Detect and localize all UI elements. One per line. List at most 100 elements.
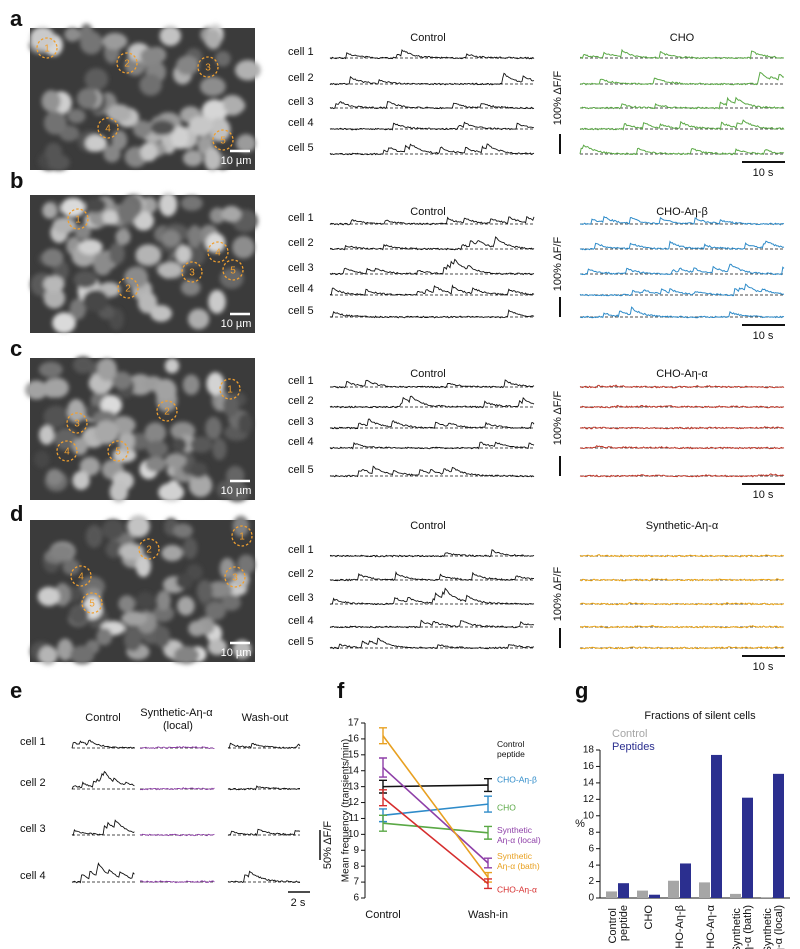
trace bbox=[329, 418, 535, 430]
cell-body bbox=[208, 289, 226, 314]
trace bbox=[329, 236, 535, 251]
roi-label: 2 bbox=[146, 545, 152, 556]
error-bar bbox=[379, 727, 387, 745]
condition-title: CHO-Aη-β bbox=[656, 206, 708, 218]
trace bbox=[227, 785, 300, 791]
cell-body bbox=[115, 228, 131, 245]
trace bbox=[329, 379, 535, 389]
cell-body bbox=[38, 645, 58, 666]
roi bbox=[116, 52, 138, 74]
cell-body bbox=[177, 596, 195, 616]
cell-body bbox=[121, 611, 148, 626]
trace bbox=[579, 384, 785, 389]
cell-body bbox=[189, 462, 208, 478]
condition-title: CHO bbox=[670, 32, 695, 44]
roi bbox=[224, 566, 246, 588]
cell-label: cell 1 bbox=[20, 736, 46, 748]
time-label: 10 s bbox=[753, 489, 774, 501]
roi bbox=[219, 378, 241, 400]
cell-body bbox=[79, 456, 101, 476]
roi-label: 5 bbox=[220, 136, 226, 147]
cell-label: cell 2 bbox=[288, 568, 314, 580]
trace bbox=[579, 602, 785, 606]
trace bbox=[227, 742, 301, 749]
roi-label: 1 bbox=[239, 532, 245, 543]
cell-body bbox=[43, 405, 69, 428]
cell-body bbox=[119, 543, 145, 560]
error-bar bbox=[484, 857, 492, 869]
y-tick-label: 9 bbox=[353, 845, 359, 856]
cell-label: cell 4 bbox=[20, 870, 46, 882]
cell-body bbox=[52, 217, 77, 234]
cell-body bbox=[176, 55, 199, 76]
scale-label: 10 µm bbox=[221, 485, 252, 497]
micrograph bbox=[30, 515, 256, 666]
cell-body bbox=[79, 31, 103, 55]
cell-body bbox=[111, 371, 132, 390]
cell-body bbox=[49, 544, 75, 560]
cell-body bbox=[145, 456, 166, 472]
cell-body bbox=[155, 378, 177, 402]
cell-body bbox=[67, 108, 86, 124]
cell-body bbox=[157, 262, 183, 278]
cell-label: cell 4 bbox=[288, 117, 314, 129]
roi bbox=[67, 208, 89, 230]
cell-body bbox=[69, 604, 89, 625]
roi-label: 2 bbox=[125, 284, 131, 295]
scale-label: 10 µm bbox=[221, 318, 252, 330]
cell-body bbox=[64, 27, 81, 42]
condition-title: Synthetic-Aη-α bbox=[646, 520, 719, 532]
cell-body bbox=[96, 627, 113, 646]
cell-body bbox=[127, 515, 150, 538]
trace bbox=[329, 258, 535, 276]
cell-body bbox=[72, 437, 88, 456]
bar bbox=[637, 890, 648, 898]
cell-body bbox=[188, 115, 213, 137]
trace bbox=[227, 870, 301, 884]
error-bar bbox=[484, 825, 492, 840]
series-label: Synthetic Aη-α (bath) bbox=[497, 851, 540, 871]
cell-body bbox=[76, 88, 99, 109]
trace bbox=[329, 309, 535, 319]
trace bbox=[579, 554, 785, 558]
cell-body bbox=[74, 224, 91, 240]
cell-body bbox=[159, 25, 182, 46]
amplitude-label: 100% ΔF/F bbox=[552, 237, 564, 292]
cell-body bbox=[135, 591, 155, 610]
panel-letter: e bbox=[10, 678, 22, 703]
condition-title: Wash-out bbox=[242, 712, 289, 724]
cell-body bbox=[234, 59, 261, 81]
trace bbox=[329, 619, 535, 629]
cell-label: cell 1 bbox=[288, 544, 314, 556]
cell-body bbox=[144, 422, 167, 444]
cell-body bbox=[85, 197, 106, 213]
trace bbox=[579, 646, 785, 650]
cell-body bbox=[165, 453, 187, 469]
cell-body bbox=[236, 134, 257, 153]
cell-body bbox=[188, 473, 213, 498]
x-tick-label: Synthetic Aη-α (bath) bbox=[731, 905, 754, 949]
cells-texture bbox=[24, 356, 253, 503]
y-tick-label: 6 bbox=[588, 843, 594, 854]
cell-body bbox=[116, 201, 138, 224]
cell-body bbox=[24, 380, 48, 400]
cell-body bbox=[42, 202, 57, 219]
legend-label: Peptides bbox=[612, 741, 655, 753]
y-tick-label: 0 bbox=[588, 893, 594, 904]
cell-body bbox=[232, 236, 255, 259]
y-tick-label: 18 bbox=[583, 745, 595, 756]
cell-body bbox=[182, 374, 200, 395]
cell-body bbox=[215, 51, 231, 67]
cell-body bbox=[164, 358, 180, 374]
amplitude-label: 50% ΔF/F bbox=[322, 821, 334, 870]
cell-body bbox=[221, 594, 241, 611]
roi bbox=[56, 440, 78, 462]
cell-body bbox=[93, 251, 113, 276]
y-tick-label: 15 bbox=[348, 749, 360, 760]
cell-body bbox=[84, 68, 109, 91]
cell-body bbox=[70, 645, 95, 665]
condition-title: CHO-Aη-α bbox=[656, 368, 708, 380]
time-label: 2 s bbox=[291, 897, 306, 909]
panel-letter: d bbox=[10, 501, 23, 526]
roi-label: 2 bbox=[164, 407, 170, 418]
